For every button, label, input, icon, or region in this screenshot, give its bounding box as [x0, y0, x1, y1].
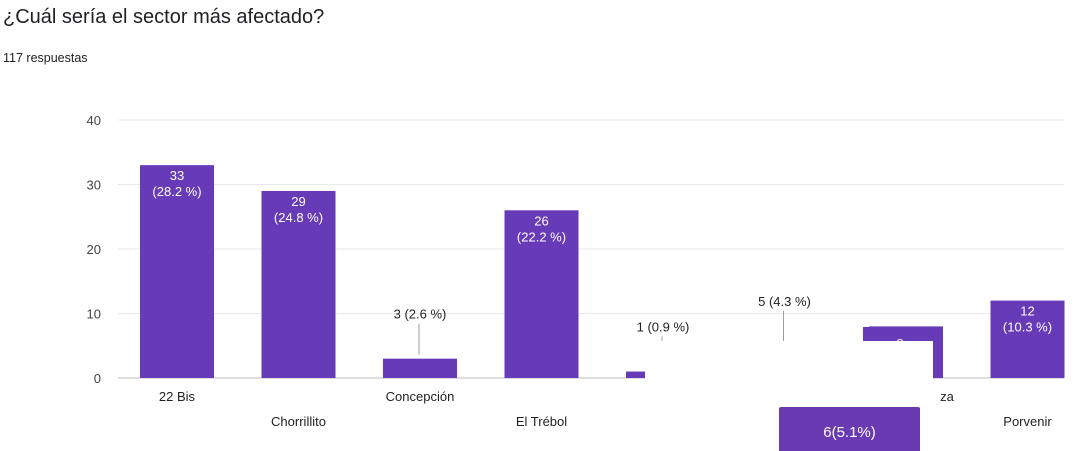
bar	[383, 358, 457, 378]
bar-data-label: (28.2 %)	[152, 184, 201, 199]
bar	[990, 300, 1065, 378]
x-category-label: Porvenir	[1003, 414, 1052, 429]
y-tick-label: 0	[94, 371, 101, 386]
bar-data-label: (24.8 %)	[274, 210, 323, 225]
y-tick-label: 20	[87, 242, 101, 257]
tooltip-popup: 6(5.1%)	[779, 407, 920, 451]
x-category-label-partial: za	[940, 389, 955, 404]
response-count: 117 respuestas	[3, 51, 88, 65]
bar-partial	[863, 327, 937, 341]
y-tick-label: 10	[87, 307, 101, 322]
x-category-label: Chorrillito	[271, 414, 326, 429]
x-category-label: 22 Bis	[159, 389, 196, 404]
bar	[140, 165, 214, 378]
bar-data-label: 3 (2.6 %)	[394, 307, 447, 322]
bar-data-label: 5 (4.3 %)	[758, 294, 811, 309]
bar-data-label: 1 (0.9 %)	[637, 320, 690, 335]
y-tick-label: 40	[87, 113, 101, 128]
bar	[261, 190, 336, 378]
bar-data-label: 12	[1020, 304, 1034, 319]
bar-data-label: 26	[534, 213, 548, 228]
x-category-label: Concepción	[386, 389, 455, 404]
question-title: ¿Cuál sería el sector más afectado?	[3, 6, 325, 28]
bar-data-label: (10.3 %)	[1003, 320, 1052, 335]
bar-data-label: (22.2 %)	[517, 229, 566, 244]
bar	[504, 210, 579, 378]
y-tick-label: 30	[87, 178, 101, 193]
bar-data-label: 33	[170, 168, 184, 183]
bar-data-label: 29	[291, 194, 305, 209]
x-category-label: El Trébol	[516, 414, 567, 429]
